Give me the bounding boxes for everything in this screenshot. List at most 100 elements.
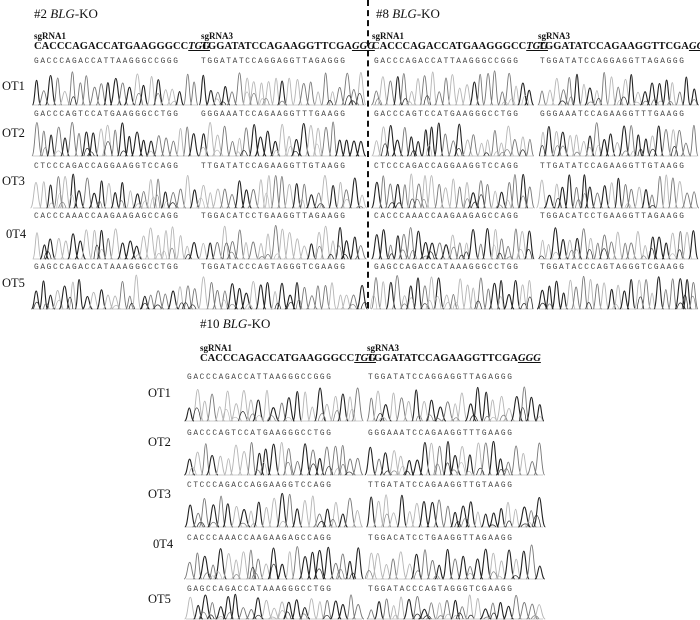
panel-title: #8 BLG-KO xyxy=(376,6,440,22)
sgrna1-label: sgRNA1 xyxy=(200,343,233,353)
sgrna1-label: sgRNA1 xyxy=(372,31,405,41)
panel-title-suffix: -KO xyxy=(416,6,440,21)
sgrna3-seq: TGGATATCCAGAAGGTTCGA xyxy=(538,41,689,52)
panel-title-num: #8 xyxy=(376,6,393,21)
panel-title-num: #2 xyxy=(34,6,51,21)
panel-2: #2 BLG-KO sgRNA1 CACCCAGACCATGAAGGGCCTGG… xyxy=(0,0,375,310)
panel-title: #2 BLG-KO xyxy=(34,6,98,22)
panel-title-gene: BLG xyxy=(50,6,75,21)
ot-sequence: TGGATACCCAGTAGGGTCGAAGG xyxy=(368,586,514,594)
ot-row-label: OT5 xyxy=(2,276,25,290)
ot-sequence: GACCCAGACCATTAAGGGCCGGG xyxy=(34,58,180,66)
ot-sequence: TTGATATCCAGAAGGTTGTAAGG xyxy=(201,163,347,171)
chromatogram-trace xyxy=(536,275,699,310)
ot-sequence: GAGCCAGACCATAAAGGGCCTGG xyxy=(187,586,333,594)
sgrna3-sequence: TGGATATCCAGAAGGTTCGAGGG xyxy=(538,41,700,52)
chromatogram-trace xyxy=(31,71,199,106)
ot-sequence: TGGACATCCTGAAGGTTAGAAGG xyxy=(540,213,686,221)
sgrna3-seq: TGGATATCCAGAAGGTTCGA xyxy=(367,353,518,364)
ot-sequence: CTCCCAGACCAGGAAGGTCCAGG xyxy=(34,163,180,171)
chromatogram-trace xyxy=(198,121,367,157)
ot-sequence: GGGAAATCCAGAAGGTTTGAAGG xyxy=(201,111,347,119)
chromatogram-trace xyxy=(196,175,368,209)
panel-title-suffix: -KO xyxy=(74,6,98,21)
chromatogram-trace xyxy=(198,225,367,260)
sgrna1-sequence: CACCCAGACCATGAAGGGCCTGG xyxy=(372,41,548,52)
sgrna1-seq: CACCCAGACCATGAAGGGCC xyxy=(200,353,355,364)
ot-sequence: GAGCCAGACCATAAAGGGCCTGG xyxy=(374,264,520,272)
ot-sequence: TGGATATCCAGGAGGTTAGAGGG xyxy=(368,374,514,382)
chromatogram-trace xyxy=(365,494,546,528)
ot-sequence: GACCCAGACCATTAAGGGCCGGG xyxy=(374,58,520,66)
chromatogram-trace xyxy=(31,121,200,157)
sgrna3-label: sgRNA3 xyxy=(201,31,234,41)
ot-sequence: TTGATATCCAGAAGGTTGTAAGG xyxy=(540,163,686,171)
sgrna1-sequence: CACCCAGACCATGAAGGGCCTGG xyxy=(34,41,210,52)
chromatogram-trace xyxy=(197,276,369,310)
ot-row-label: OT5 xyxy=(148,592,171,606)
chromatogram-trace xyxy=(370,275,535,310)
panel-10: #10 BLG-KO sgRNA1 CACCCAGACCATGAAGGGCCTG… xyxy=(140,316,560,620)
panel-title: #10 BLG-KO xyxy=(200,316,270,332)
sgrna1-seq: CACCCAGACCATGAAGGGCC xyxy=(34,41,189,52)
ot-row-label: OT1 xyxy=(2,79,25,93)
ot-sequence: GACCCAGACCATTAAGGGCCGGG xyxy=(187,374,333,382)
ot-row-label: OT2 xyxy=(148,435,171,449)
ot-sequence: CTCCCAGACCAGGAAGGTCCAGG xyxy=(187,482,333,490)
chromatogram-trace xyxy=(366,594,546,620)
ot-row-label: OT3 xyxy=(2,174,25,188)
chromatogram-trace xyxy=(537,71,700,106)
ot-row-label: OT3 xyxy=(148,487,171,501)
chromatogram-trace xyxy=(535,174,700,209)
chromatogram-trace xyxy=(370,227,535,260)
chromatogram-trace xyxy=(538,122,699,157)
ot-sequence: CTCCCAGACCAGGAAGGTCCAGG xyxy=(374,163,520,171)
sgrna1-pam: TGG xyxy=(354,353,376,364)
chromatogram-trace xyxy=(364,440,546,476)
chromatogram-trace xyxy=(370,173,535,209)
chromatogram-trace xyxy=(30,274,200,310)
sgrna3-seq: TGGATATCCAGAAGGTTCGA xyxy=(201,41,352,52)
ot-sequence: GGGAAATCCAGAAGGTTTGAAGG xyxy=(540,111,686,119)
ot-sequence: TGGATACCCAGTAGGGTCGAAGG xyxy=(201,264,347,272)
chromatogram-trace xyxy=(366,386,545,422)
ot-sequence: CACCCAAACCAAGAAGAGCCAGG xyxy=(374,213,520,221)
sgrna1-seq: CACCCAGACCATGAAGGGCC xyxy=(372,41,527,52)
chromatogram-trace xyxy=(184,492,364,528)
chromatogram-trace xyxy=(364,544,545,580)
chromatogram-trace xyxy=(32,226,200,260)
panel-title-suffix: -KO xyxy=(247,316,271,331)
ot-row-label: 0T4 xyxy=(6,227,27,241)
panel-title-num: #10 xyxy=(200,316,223,331)
ot-sequence: TGGATACCCAGTAGGGTCGAAGG xyxy=(540,264,686,272)
panel-title-gene: BLG xyxy=(392,6,417,21)
sgrna3-pam: GGG xyxy=(351,41,375,52)
panel-8: #8 BLG-KO sgRNA1 CACCCAGACCATGAAGGGCCTGG… xyxy=(370,0,700,310)
chromatogram-trace xyxy=(183,546,364,580)
chromatogram-trace xyxy=(371,70,535,106)
ot-sequence: GACCCAGTCCATGAAGGGCCTGG xyxy=(34,111,180,119)
ot-sequence: GAGCCAGACCATAAAGGGCCTGG xyxy=(34,264,180,272)
chromatogram-trace xyxy=(538,227,699,260)
sgrna1-pam: TGG xyxy=(526,41,548,52)
sgrna3-label: sgRNA3 xyxy=(538,31,571,41)
chromatogram-trace xyxy=(184,593,365,620)
ot-sequence: TTGATATCCAGAAGGTTGTAAGG xyxy=(368,482,514,490)
chromatogram-trace xyxy=(371,122,535,157)
ot-sequence: TGGATATCCAGGAGGTTAGAGGG xyxy=(540,58,686,66)
ot-sequence: TGGACATCCTGAAGGTTAGAAGG xyxy=(368,535,514,543)
sgrna3-sequence: TGGATATCCAGAAGGTTCGAGGG xyxy=(201,41,375,52)
sgrna1-label: sgRNA1 xyxy=(34,31,67,41)
sgrna3-sequence: TGGATATCCAGAAGGTTCGAGGG xyxy=(367,353,541,364)
chromatogram-trace xyxy=(198,72,367,106)
chromatogram-trace xyxy=(30,173,200,209)
ot-sequence: GGGAAATCCAGAAGGTTTGAAGG xyxy=(368,430,514,438)
sgrna1-pam: TGG xyxy=(188,41,210,52)
ot-row-label: OT1 xyxy=(148,386,171,400)
chromatogram-trace xyxy=(183,441,364,476)
ot-sequence: GACCCAGTCCATGAAGGGCCTGG xyxy=(374,111,520,119)
ot-sequence: GACCCAGTCCATGAAGGGCCTGG xyxy=(187,430,333,438)
ot-sequence: TGGATATCCAGGAGGTTAGAGGG xyxy=(201,58,347,66)
ot-row-label: 0T4 xyxy=(153,537,174,551)
sgrna1-sequence: CACCCAGACCATGAAGGGCCTGG xyxy=(200,353,376,364)
